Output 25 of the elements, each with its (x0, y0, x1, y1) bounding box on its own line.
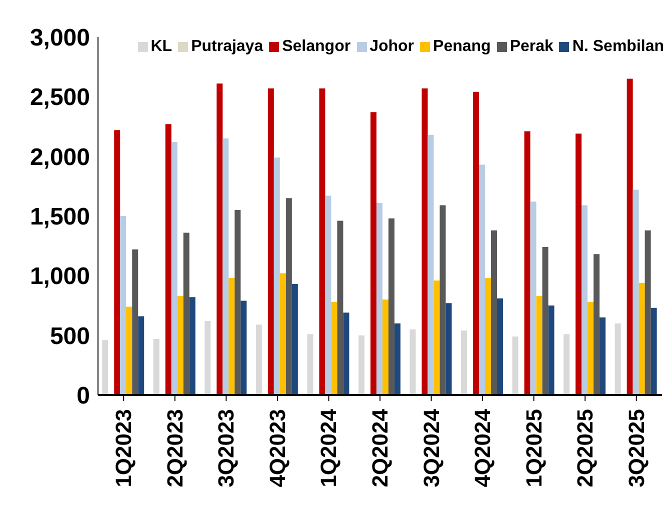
y-tick-label: 0 (76, 382, 90, 410)
y-tick-label: 1,500 (30, 204, 90, 231)
x-tick-label: 3Q2025 (624, 409, 649, 488)
x-tick-label: 4Q2024 (470, 408, 496, 488)
x-tick-label: 2Q2024 (368, 408, 392, 488)
y-tick-label: 3,000 (30, 24, 90, 52)
legend-label: N. Sembilan (571, 38, 664, 56)
x-tick-label: 1Q2023 (111, 409, 136, 488)
legend-label: Johor (368, 38, 414, 56)
legend-label: Selangor (281, 38, 351, 56)
y-tick-label: 2,000 (30, 144, 90, 171)
legend-label: KL (150, 38, 172, 56)
legend-label: Perak (508, 38, 554, 56)
legend-label: Putrajaya (190, 38, 264, 56)
x-tick-label: 4Q2023 (264, 409, 290, 488)
x-tick-label: 2Q2023 (162, 409, 188, 488)
x-tick-label: 1Q2025 (521, 409, 546, 488)
x-tick-label: 2Q2025 (572, 409, 598, 488)
legend-label: Penang (432, 38, 491, 56)
y-tick-label: 1,000 (30, 263, 90, 290)
x-tick-label: 1Q2024 (316, 408, 342, 488)
x-tick-label: 3Q2023 (214, 409, 239, 488)
x-tick-label: 3Q2024 (418, 408, 444, 488)
y-tick-label: 500 (50, 322, 90, 350)
y-tick-label: 2,500 (30, 84, 90, 112)
